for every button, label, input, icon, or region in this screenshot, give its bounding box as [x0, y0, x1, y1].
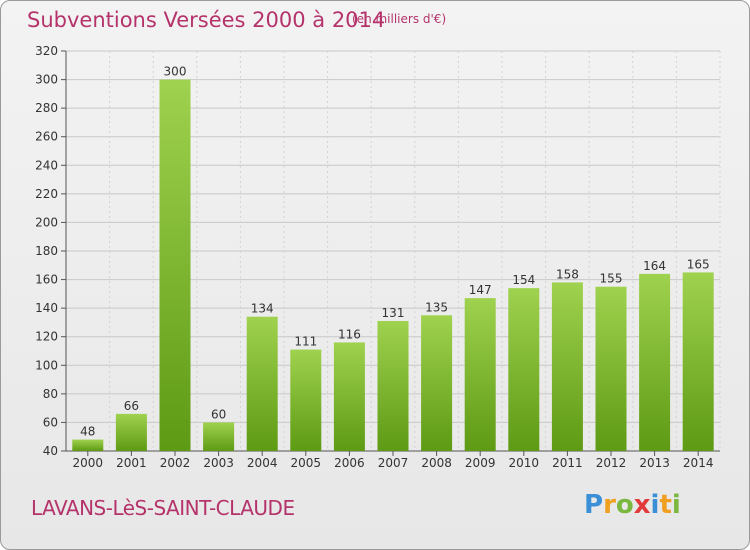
- data-label: 116: [338, 327, 361, 341]
- bar-2002: [159, 79, 191, 452]
- logo-letter: t: [659, 490, 672, 520]
- bar-2013: [639, 273, 671, 451]
- data-label: 147: [469, 283, 492, 297]
- x-tick-label: 2011: [552, 456, 583, 470]
- y-tick-label: 300: [35, 73, 58, 87]
- x-tick-label: 2006: [334, 456, 365, 470]
- bar-2014: [682, 272, 714, 451]
- y-tick-label: 200: [35, 215, 58, 229]
- data-label: 66: [124, 399, 139, 413]
- y-tick-label: 140: [35, 301, 58, 315]
- logo-letter: r: [603, 490, 616, 520]
- x-tick-label: 2001: [116, 456, 147, 470]
- x-tick-label: 2002: [160, 456, 191, 470]
- x-tick-label: 2004: [247, 456, 278, 470]
- logo-letter: x: [633, 490, 651, 520]
- bar-2003: [203, 422, 235, 451]
- data-label: 155: [600, 272, 623, 286]
- bar-2004: [246, 316, 278, 451]
- y-tick-label: 180: [35, 244, 58, 258]
- bar-2010: [508, 288, 540, 451]
- x-tick-label: 2007: [378, 456, 409, 470]
- x-tick-label: 2009: [465, 456, 496, 470]
- y-tick-label: 320: [35, 44, 58, 58]
- bar-2009: [464, 298, 496, 451]
- data-label: 154: [512, 273, 535, 287]
- x-tick-label: 2014: [683, 456, 714, 470]
- bar-2006: [333, 342, 365, 451]
- bar-2008: [421, 315, 453, 451]
- x-tick-label: 2003: [203, 456, 234, 470]
- y-tick-label: 60: [43, 415, 58, 429]
- x-tick-label: 2008: [421, 456, 452, 470]
- logo-letter: i: [650, 490, 660, 520]
- data-label: 48: [80, 425, 95, 439]
- logo-letter: i: [671, 490, 681, 520]
- bar-2012: [595, 286, 627, 451]
- chart-title: Subventions Versées 2000 à 2014: [27, 8, 386, 32]
- bar-2001: [115, 413, 147, 451]
- data-label: 165: [687, 257, 710, 271]
- bar-2007: [377, 321, 409, 451]
- x-tick-label: 2013: [639, 456, 670, 470]
- data-label: 158: [556, 267, 579, 281]
- y-tick-label: 220: [35, 187, 58, 201]
- y-tick-label: 120: [35, 330, 58, 344]
- x-tick-label: 2005: [291, 456, 322, 470]
- data-label: 131: [382, 306, 405, 320]
- data-label: 134: [251, 302, 274, 316]
- data-label: 300: [164, 65, 187, 79]
- y-tick-label: 240: [35, 158, 58, 172]
- bars: [72, 79, 714, 452]
- proxiti-logo[interactable]: Proxiti: [584, 490, 681, 520]
- bar-2005: [290, 349, 322, 451]
- logo-letter: P: [584, 490, 604, 520]
- bar-2000: [72, 439, 104, 451]
- y-tick-label: 100: [35, 358, 58, 372]
- data-label: 60: [211, 407, 226, 421]
- logo-letter: o: [615, 490, 634, 520]
- x-tick-label: 2000: [73, 456, 104, 470]
- y-tick-label: 260: [35, 130, 58, 144]
- y-tick-label: 160: [35, 273, 58, 287]
- y-tick-label: 40: [43, 444, 58, 458]
- bar-2011: [551, 282, 583, 451]
- data-label: 135: [425, 300, 448, 314]
- y-tick-label: 80: [43, 387, 58, 401]
- data-label: 111: [294, 335, 317, 349]
- commune-name: LAVANS-LèS-SAINT-CLAUDE: [31, 496, 295, 520]
- data-label: 164: [643, 259, 666, 273]
- chart-subtitle: (en milliers d'€): [352, 12, 447, 26]
- x-tick-label: 2010: [509, 456, 540, 470]
- labels: 40 60 80 100 120 140 160 180 200 220 240 260 280 300 3…: [35, 44, 713, 470]
- y-tick-label: 280: [35, 101, 58, 115]
- x-tick-label: 2012: [596, 456, 627, 470]
